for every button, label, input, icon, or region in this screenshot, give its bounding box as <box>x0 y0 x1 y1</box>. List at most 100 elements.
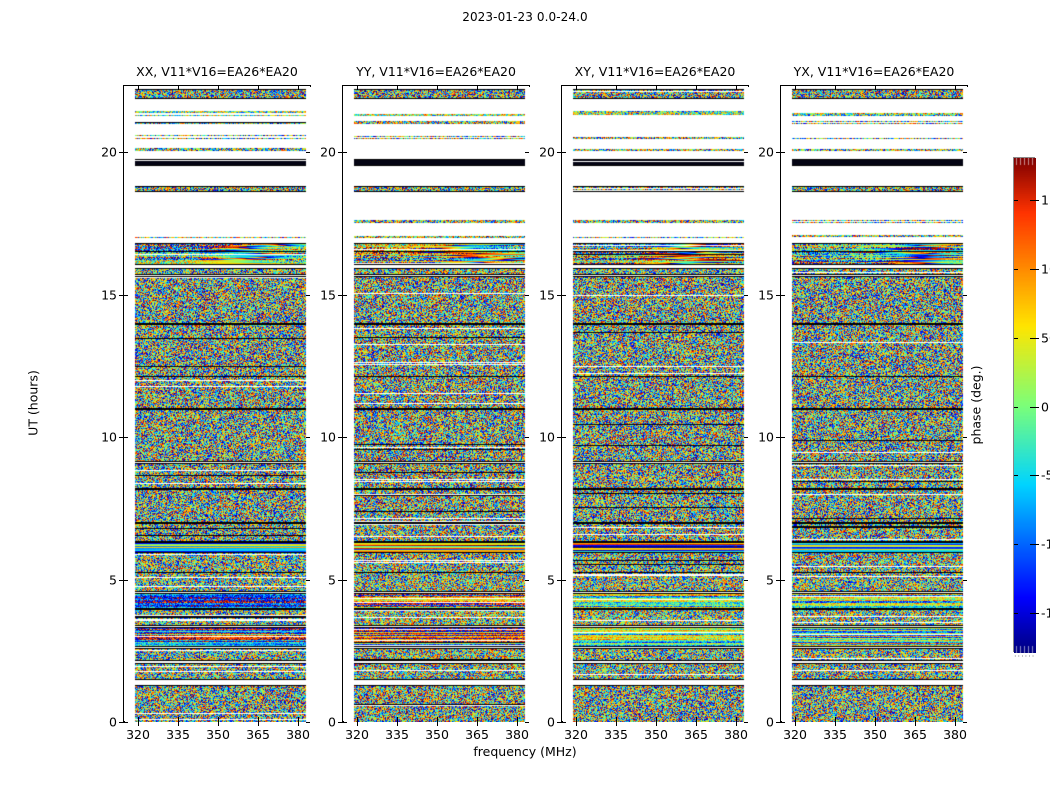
panel-yy-ytick-mark <box>343 722 347 723</box>
panel-yx-xtick-label: 380 <box>943 727 967 742</box>
panel-yx-xtick-mark <box>795 717 796 721</box>
panel-xy-xtick <box>576 721 577 726</box>
panel-yx-xtick <box>795 721 796 726</box>
panel-yy[interactable]: YY, V11*V16=EA26*EA20 0 5 10 15 20 320 335 350 36… <box>320 64 530 742</box>
panel-xy-xtick-mark <box>696 717 697 721</box>
panel-xy-ytick-mark-right <box>744 295 748 296</box>
panel-yx-xtick-mark-top <box>795 86 796 90</box>
panel-xx-xtick-mark-top <box>218 86 219 90</box>
panel-xy-ytick-label: 5 <box>547 572 555 588</box>
panel-yy-xtick-label: 350 <box>425 727 449 742</box>
panel-xy-ytick <box>557 295 562 296</box>
panel-xx-ytick <box>119 295 124 296</box>
colorbar-tick-mark-left <box>1014 407 1018 408</box>
panel-yy-ytick-mark <box>343 152 347 153</box>
panel-xy-xtick-label: 350 <box>644 727 668 742</box>
panel-xy[interactable]: XY, V11*V16=EA26*EA20 0 5 10 15 20 320 335 350 36… <box>539 64 749 742</box>
panel-xy-xtick-mark-top <box>736 86 737 90</box>
colorbar-tick-mark <box>1030 544 1034 545</box>
panel-yy-xtick-mark-top <box>397 86 398 90</box>
panel-xx-ytick-mark-right <box>306 437 310 438</box>
panel-xx-xtick <box>178 721 179 726</box>
x-axis-label: frequency (MHz) <box>473 744 577 759</box>
panel-xx-ytick <box>119 722 124 723</box>
panel-xy-ytick-label: 0 <box>547 714 555 730</box>
panel-xx-ytick-mark-right <box>306 295 310 296</box>
panel-xx-ytick <box>119 437 124 438</box>
colorbar-extend-marker: ······ <box>1014 652 1036 661</box>
panel-yx-ytick-mark-right <box>963 295 967 296</box>
panel-yy-ytick <box>338 437 343 438</box>
panel-yy-ytick <box>338 152 343 153</box>
colorbar-tick-mark-left <box>1014 475 1018 476</box>
colorbar-tick-label: -150 <box>1041 605 1050 621</box>
colorbar-label: phase (deg.) <box>968 365 984 445</box>
panel-yy-xtick-mark-top <box>357 86 358 90</box>
figure-suptitle: 2023-01-23 0.0-24.0 <box>462 10 588 24</box>
panel-xx-xtick-mark <box>138 717 139 721</box>
panel-xx-ytick-mark <box>124 295 128 296</box>
panel-xx-xtick-mark <box>258 717 259 721</box>
colorbar-tick-mark <box>1030 200 1034 201</box>
panel-xx-ytick-mark-right <box>306 722 310 723</box>
panel-yy-xtick-mark <box>357 717 358 721</box>
colorbar-tick <box>1034 269 1039 270</box>
panel-yy-xtick-mark <box>477 717 478 721</box>
colorbar-tick-mark <box>1030 613 1034 614</box>
panel-xx-xtick-label: 380 <box>286 727 310 742</box>
panel-yx-ytick <box>776 152 781 153</box>
panel-xy-xtick-label: 380 <box>724 727 748 742</box>
panel-yx-xtick-mark <box>955 717 956 721</box>
panel-xy-ytick-mark-right <box>744 580 748 581</box>
panel-yx-xtick-mark <box>875 717 876 721</box>
panel-yx-xtick <box>955 721 956 726</box>
panel-xy-xtick-mark-top <box>696 86 697 90</box>
panel-xx-xtick-mark-top <box>138 86 139 90</box>
panel-yy-ytick-label: 20 <box>320 144 336 160</box>
panel-yy-ytick-mark <box>343 437 347 438</box>
panel-xy-xtick-label: 320 <box>564 727 588 742</box>
panel-xx-xtick <box>138 721 139 726</box>
panel-yy-ytick-mark-right <box>525 437 529 438</box>
colorbar-tick-label: 100 <box>1041 261 1050 277</box>
panel-xy-xtick-mark <box>736 717 737 721</box>
panel-xx[interactable]: XX, V11*V16=EA26*EA20 0 5 10 15 20 320 335 350 36… <box>101 64 311 742</box>
panel-xx-ytick-label: 10 <box>101 429 117 445</box>
panel-yy-xtick-label: 365 <box>465 727 489 742</box>
panel-yy-ytick-mark-right <box>525 152 529 153</box>
panel-yy-xtick-label: 380 <box>505 727 529 742</box>
colorbar-tick <box>1034 200 1039 201</box>
colorbar-tick-mark <box>1030 269 1034 270</box>
panel-yx-xtick-label: 320 <box>783 727 807 742</box>
panel-xy-xtick-mark <box>576 717 577 721</box>
colorbar-tick-label: -50 <box>1041 467 1050 483</box>
colorbar[interactable]: -150 -100 -50 0 50 100 150 <box>1013 157 1050 653</box>
colorbar-tick-label: -100 <box>1041 536 1050 552</box>
panel-yx-ytick <box>776 580 781 581</box>
panel-yy-xtick-label: 335 <box>385 727 409 742</box>
panel-yy-ytick-label: 5 <box>328 572 336 588</box>
panel-yx-ytick-label: 15 <box>758 287 774 303</box>
panel-yy-xtick-mark-top <box>437 86 438 90</box>
panel-yx-xtick-label: 335 <box>823 727 847 742</box>
panel-xx-title: XX, V11*V16=EA26*EA20 <box>136 64 298 79</box>
panel-yx-xtick-mark <box>915 717 916 721</box>
panel-yy-xtick-mark <box>517 717 518 721</box>
panel-yx-ytick-mark <box>781 580 785 581</box>
panel-xx-ytick-label: 5 <box>109 572 117 588</box>
colorbar-tick <box>1034 407 1039 408</box>
panel-yx[interactable]: YX, V11*V16=EA26*EA20 0 5 10 15 20 320 335 350 36… <box>758 64 968 742</box>
panel-yy-ytick-label: 15 <box>320 287 336 303</box>
panel-xx-ytick-mark <box>124 437 128 438</box>
panel-yx-title: YX, V11*V16=EA26*EA20 <box>793 64 955 79</box>
colorbar-tick-label: 150 <box>1041 192 1050 208</box>
panel-yy-ytick-mark <box>343 295 347 296</box>
panel-yx-xtick <box>875 721 876 726</box>
panel-xx-waterfall-image <box>125 87 311 722</box>
panel-xx-xtick-mark-top <box>258 86 259 90</box>
panel-yy-ytick-label: 0 <box>328 714 336 730</box>
panel-xy-ytick-label: 20 <box>539 144 555 160</box>
panel-xy-xtick <box>616 721 617 726</box>
panel-xx-xtick-mark-top <box>298 86 299 90</box>
